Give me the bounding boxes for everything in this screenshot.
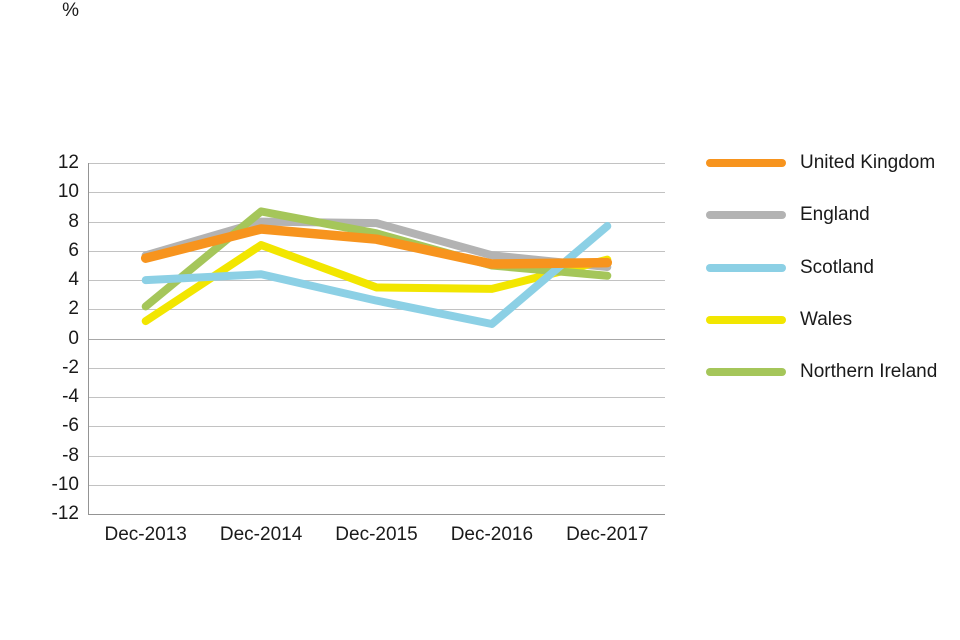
- y-tick-label: 4: [68, 269, 79, 291]
- legend-swatch-scotland: [706, 263, 786, 272]
- legend-item-england: England: [706, 199, 937, 231]
- x-tick-label: Dec-2015: [335, 524, 418, 545]
- y-tick-label: 10: [57, 181, 79, 203]
- series-line-wales: [141, 241, 612, 326]
- y-tick-label: -2: [62, 356, 79, 378]
- legend-label: Northern Ireland: [800, 361, 938, 383]
- y-tick-label: -6: [62, 415, 79, 437]
- y-tick-label: 0: [68, 327, 79, 349]
- y-tick-label: -4: [62, 386, 79, 408]
- legend-swatch-england: [706, 211, 786, 220]
- legend-label: England: [800, 204, 870, 226]
- y-tick-label: 8: [68, 210, 79, 232]
- x-tick-label: Dec-2013: [104, 524, 187, 545]
- y-axis-unit-label: %: [62, 0, 79, 21]
- chart-legend: United Kingdom England Scotland Wales No…: [706, 147, 937, 408]
- y-tick-label: -8: [62, 444, 79, 466]
- legend-item-wales: Wales: [706, 304, 937, 336]
- y-tick-label: 6: [68, 239, 79, 261]
- series-line-united-kingdom: [140, 224, 613, 269]
- legend-item-united-kingdom: United Kingdom: [706, 147, 937, 179]
- legend-label: United Kingdom: [800, 152, 936, 173]
- legend-label: Scotland: [800, 256, 874, 278]
- series-line-scotland: [141, 222, 612, 328]
- legend-swatch-united-kingdom: [706, 159, 786, 167]
- y-tick-label: -12: [51, 503, 79, 524]
- x-tick-label: Dec-2016: [450, 524, 534, 545]
- legend-label: Wales: [800, 308, 853, 330]
- legend-swatch-northern-ireland: [706, 368, 786, 377]
- y-tick-label: 12: [57, 152, 79, 174]
- x-tick-label: Dec-2014: [219, 524, 303, 545]
- x-tick-label: Dec-2017: [566, 524, 649, 545]
- legend-swatch-wales: [706, 315, 786, 324]
- legend-item-northern-ireland: Northern Ireland: [706, 356, 937, 388]
- y-tick-label: -10: [51, 473, 79, 495]
- y-tick-label: 2: [68, 298, 79, 320]
- legend-item-scotland: Scotland: [706, 252, 937, 284]
